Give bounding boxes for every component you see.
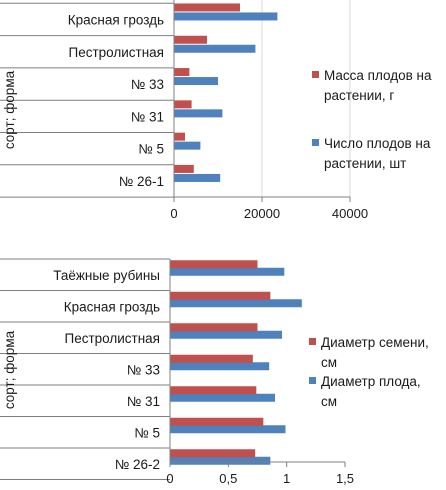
category-label: Красная гроздь (64, 299, 160, 314)
y-axis-title: сорт; форма (2, 70, 17, 149)
bar-seed-diameter (170, 449, 256, 458)
bar-fruit-count (174, 44, 256, 53)
bar-fruit-diameter (170, 362, 270, 371)
chart-2: Таёжные рубины Красная гроздь Пестролистна… (0, 258, 429, 486)
bar-fruit-diameter (170, 299, 302, 308)
bar-seed-diameter (170, 291, 271, 300)
legend-label: Число плодов на растении, шт (324, 136, 431, 171)
x-tick-label: 0 (166, 471, 173, 486)
x-tick-label: 40000 (332, 206, 368, 221)
legend-swatch (312, 139, 319, 146)
category-label: № 5 (138, 142, 164, 157)
category-label: Таёжные рубины (53, 268, 160, 283)
bar-fruit-count (174, 109, 223, 118)
bar-fruit-mass (174, 164, 194, 173)
legend-label: Диаметр плода, см (321, 374, 421, 409)
category-label: № 26-1 (119, 174, 164, 189)
x-tick-label: 1,5 (336, 471, 354, 486)
bar-fruit-count (174, 173, 221, 182)
legend-swatch (312, 71, 319, 78)
bar-fruit-mass (174, 68, 190, 77)
bar-seed-diameter (170, 417, 264, 426)
bar-fruit-mass (174, 3, 240, 12)
x-tick-label: 0,5 (219, 471, 237, 486)
bar-seed-diameter (170, 260, 258, 269)
bar-seed-diameter (170, 354, 253, 363)
x-tick-label: 20000 (244, 206, 280, 221)
category-label: Пестролистная (65, 331, 161, 346)
bar-seed-diameter (170, 323, 258, 332)
bar-seed-diameter (170, 386, 257, 395)
bar-fruit-mass (174, 132, 185, 141)
bar-fruit-count (174, 77, 218, 86)
category-label: № 31 (131, 109, 164, 124)
legend-label: Масса плодов на растении, г (324, 68, 432, 103)
legend-swatch (309, 338, 316, 345)
category-label: № 31 (127, 394, 160, 409)
bar-fruit-count (174, 141, 201, 150)
legend-swatch (309, 377, 316, 384)
bar-fruit-diameter (170, 330, 282, 339)
legend-label: Диаметр семени, см (321, 335, 429, 370)
x-tick-label: 1 (283, 471, 290, 486)
bar-fruit-diameter (170, 267, 285, 276)
category-label: Пестролистная (69, 45, 165, 60)
bar-fruit-mass (174, 35, 207, 44)
bar-fruit-count (174, 12, 278, 21)
bar-fruit-diameter (170, 456, 271, 465)
bar-fruit-diameter (170, 425, 286, 434)
bar-fruit-diameter (170, 393, 275, 402)
category-label: № 33 (131, 77, 164, 92)
y-axis-title: сорт; форма (2, 330, 17, 409)
category-label: Красная гроздь (68, 12, 164, 27)
x-tick-label: 0 (170, 206, 177, 221)
category-label: № 33 (127, 362, 160, 377)
bar-fruit-mass (174, 100, 192, 109)
category-label: № 26-2 (115, 457, 160, 472)
category-label: № 5 (134, 425, 160, 440)
